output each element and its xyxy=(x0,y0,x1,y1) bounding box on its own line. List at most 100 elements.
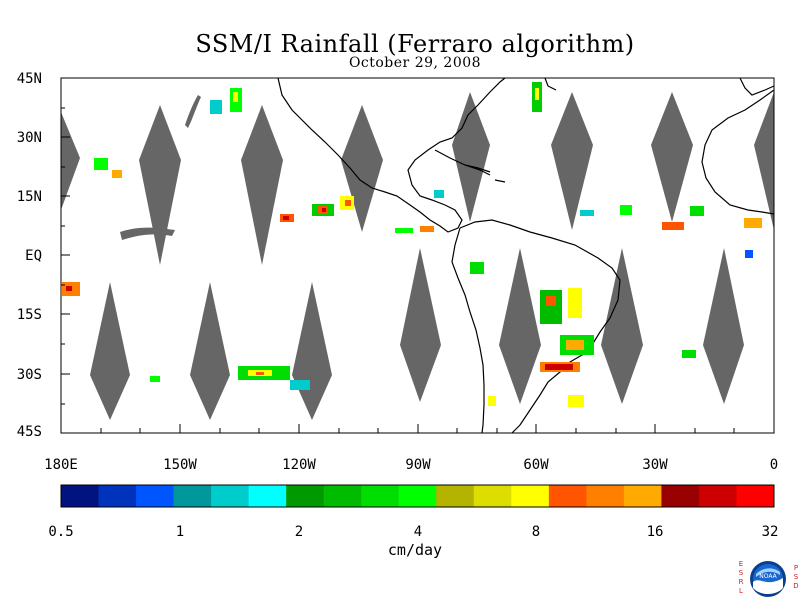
lat-label: EQ xyxy=(25,248,42,264)
swath-gap xyxy=(651,92,693,222)
lat-label: 30N xyxy=(17,130,42,146)
rain-patch xyxy=(682,350,696,358)
rain-patch xyxy=(112,170,122,178)
colorbar-swatch xyxy=(511,485,550,507)
lon-label: 60W xyxy=(523,457,549,473)
lon-label: 180E xyxy=(44,457,78,473)
lat-labels: 45N 30N 15N EQ 15S 30S 45S xyxy=(17,71,42,440)
logo-right-letter: S xyxy=(794,573,799,581)
rain-patch xyxy=(690,206,704,216)
colorbar-tick-label: 0.5 xyxy=(48,524,73,540)
lat-label: 30S xyxy=(17,367,42,383)
svg-text:NOAA: NOAA xyxy=(759,573,777,580)
swath-gap xyxy=(703,248,744,404)
colorbar-swatch xyxy=(548,485,587,507)
colorbar-tick-label: 8 xyxy=(532,524,540,540)
logo-right-letter: P xyxy=(794,564,798,572)
colorbar-tick-label: 4 xyxy=(414,524,422,540)
rain-patch xyxy=(568,395,584,407)
colorbar-units: cm/day xyxy=(387,541,443,559)
swath-sliver xyxy=(185,95,201,128)
map-title: SSM/I Rainfall (Ferraro algorithm) xyxy=(195,30,635,58)
rain-patch xyxy=(233,92,238,102)
coastline-africa xyxy=(701,89,775,215)
rain-patch xyxy=(620,205,632,215)
rain-patch xyxy=(420,226,434,232)
swath-gap xyxy=(452,92,490,222)
lon-label: 90W xyxy=(405,457,431,473)
coastline-greenland xyxy=(544,77,557,91)
rainfall-patches xyxy=(62,82,762,407)
coastlines xyxy=(277,77,775,434)
rain-patch xyxy=(256,372,264,375)
rain-patch xyxy=(566,340,584,350)
logo-left-letter: E xyxy=(739,560,743,568)
colorbar-tick-label: 1 xyxy=(176,524,184,540)
lat-label: 45N xyxy=(17,71,42,87)
map-date: October 29, 2008 xyxy=(348,55,482,71)
lat-ticks xyxy=(61,77,70,434)
lon-labels: 180E 150W 120W 90W 60W 30W 0 xyxy=(44,457,778,473)
lon-label: 30W xyxy=(642,457,668,473)
swath-gap xyxy=(241,105,283,265)
lon-label: 0 xyxy=(770,457,778,473)
colorbar-swatch xyxy=(473,485,512,507)
rain-patch xyxy=(395,228,413,233)
rain-patch xyxy=(66,286,72,291)
swath-gap xyxy=(551,92,593,230)
lon-ticks xyxy=(60,424,775,433)
lat-label: 45S xyxy=(17,424,42,440)
rain-patch xyxy=(434,190,444,198)
colorbar-swatch xyxy=(98,485,137,507)
coastline-north-america xyxy=(277,77,506,233)
colorbar-swatch xyxy=(736,485,775,507)
colorbar-swatch xyxy=(323,485,362,507)
rain-patch xyxy=(290,380,310,390)
colorbar-tick-label: 2 xyxy=(295,524,303,540)
swath-gap xyxy=(341,105,383,232)
swath-gap xyxy=(601,248,643,404)
swath-gap xyxy=(190,282,230,420)
logo-left-letter: S xyxy=(739,569,744,577)
colorbar-swatch xyxy=(173,485,212,507)
rain-patch xyxy=(94,158,108,170)
coastline-south-america-east xyxy=(459,219,621,434)
logo-left-letter: L xyxy=(739,587,743,595)
coastline-cuba xyxy=(464,164,491,173)
rain-patch xyxy=(745,250,753,258)
coastline-europe xyxy=(739,77,775,96)
rain-patch xyxy=(580,210,594,216)
lon-label: 120W xyxy=(282,457,316,473)
lon-label: 150W xyxy=(163,457,197,473)
logo-right-letter: D xyxy=(793,582,798,590)
coastline-hispaniola xyxy=(494,179,506,183)
rain-patch xyxy=(568,288,582,318)
rain-patch xyxy=(545,364,573,370)
colorbar-swatch xyxy=(248,485,287,507)
colorbar-swatch xyxy=(436,485,475,507)
rain-patch xyxy=(546,296,556,306)
rain-patch xyxy=(540,290,562,324)
rain-patch xyxy=(345,200,351,206)
lat-label: 15N xyxy=(17,189,42,205)
colorbar-tick-labels: 0.5 1 2 4 8 16 32 xyxy=(48,524,778,540)
colorbar-swatch xyxy=(211,485,250,507)
rain-patch xyxy=(283,216,289,220)
logo-left-letter: R xyxy=(739,578,744,586)
swath-gap xyxy=(400,248,441,402)
swath-gap xyxy=(90,282,130,420)
colorbar-swatch xyxy=(286,485,325,507)
swath-gap xyxy=(499,248,541,404)
swath-sliver xyxy=(120,227,175,240)
colorbar-tick-label: 16 xyxy=(647,524,664,540)
rain-patch xyxy=(662,222,684,230)
rain-patch xyxy=(535,88,539,100)
colorbar-swatch xyxy=(661,485,700,507)
colorbar xyxy=(60,484,775,508)
rain-patch xyxy=(150,376,160,382)
swath-gap xyxy=(754,92,774,230)
colorbar-border xyxy=(60,484,775,508)
rain-patch xyxy=(488,396,496,406)
lat-label: 15S xyxy=(17,307,42,323)
